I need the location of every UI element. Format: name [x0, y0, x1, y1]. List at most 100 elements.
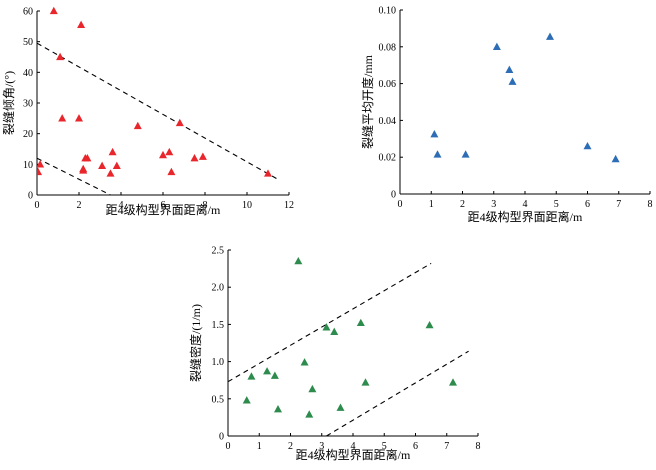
x-tick-label: 7: [444, 441, 449, 452]
data-point-triangle: [492, 42, 501, 50]
y-tick-label: 0.02: [379, 153, 397, 164]
data-point-triangle: [108, 147, 117, 156]
y-tick-label: 30: [23, 99, 33, 110]
data-point-triangle: [37, 160, 45, 168]
x-tick-label: 6: [161, 200, 166, 211]
y-tick-label: 2.5: [212, 246, 225, 257]
data-point-triangle: [198, 152, 207, 160]
data-points: [242, 256, 457, 418]
dashed-trend-line: [36, 157, 111, 196]
y-axis-label: 裂缝倾角/(°): [1, 71, 16, 135]
data-point-triangle: [112, 161, 121, 170]
data-point-triangle: [330, 327, 339, 335]
y-tick-label: 40: [23, 68, 33, 79]
data-point-triangle: [159, 150, 167, 159]
x-tick-label: 12: [284, 200, 294, 211]
data-point-triangle: [247, 372, 256, 380]
x-tick-label: 10: [242, 200, 252, 211]
x-axis-label: 距4级构型界面距离/m: [106, 202, 221, 217]
data-point-triangle: [98, 161, 107, 170]
x-tick-label: 2: [77, 200, 82, 211]
x-tick-label: 4: [119, 200, 124, 211]
x-tick-label: 6: [413, 441, 418, 452]
x-tick-label: 3: [319, 441, 324, 452]
chart-fracture-dip-angle: 0 2 4 6 8 10 12 0 10 20 30 40 50 60 距4级构型界面距离/m 裂缝倾角/(°…: [1, 7, 294, 218]
x-tick-label: 0: [226, 441, 231, 452]
data-point-triangle: [583, 141, 592, 150]
dashed-trend-line: [227, 262, 432, 383]
x-tick-label: 8: [476, 441, 481, 452]
y-axis-label: 裂缝平均开度/mm: [360, 54, 375, 149]
data-point-triangle: [336, 403, 345, 411]
x-axis-label: 距4级构型界面距离/m: [296, 447, 411, 462]
data-point-triangle: [270, 371, 279, 379]
x-tick-label: 0: [398, 199, 403, 210]
data-point-triangle: [83, 154, 92, 162]
data-point-triangle: [322, 323, 331, 331]
y-tick-label: 1.5: [212, 320, 225, 331]
data-point-triangle: [505, 65, 514, 73]
x-tick-label: 5: [382, 441, 387, 452]
x-tick-label: 2: [460, 199, 465, 210]
data-point-triangle: [79, 166, 88, 174]
x-tick-label: 2: [288, 441, 293, 452]
dashed-trend-line: [326, 350, 469, 437]
x-tick-label: 4: [523, 199, 528, 210]
x-tick-label: 1: [429, 199, 434, 210]
y-tick-label: 0.5: [212, 394, 225, 405]
y-tick-label: 0.10: [379, 6, 397, 17]
x-tick-label: 4: [351, 441, 356, 452]
data-point-triangle: [361, 378, 370, 386]
x-tick-label: 8: [203, 200, 208, 211]
y-tick-label: 0: [391, 190, 396, 201]
data-point-triangle: [77, 20, 86, 28]
data-point-triangle: [611, 154, 620, 163]
y-tick-label: 60: [23, 7, 33, 18]
data-point-triangle: [165, 147, 174, 156]
data-point-triangle: [430, 130, 439, 138]
data-point-triangle: [356, 318, 365, 327]
x-tick-label: 1: [257, 441, 262, 452]
chart-fracture-density: 0 1 2 3 4 5 6 7 8 0 0.5 1.0 1.5 2.0 2.5 距4级构型界面距离/m 裂缝密度…: [188, 246, 481, 463]
data-point-triangle: [56, 52, 65, 61]
y-tick-label: 0.04: [379, 116, 397, 127]
dashed-trend-line: [36, 42, 279, 181]
data-point-triangle: [508, 77, 517, 85]
x-axis-label: 距4级构型界面距离/m: [468, 209, 583, 224]
data-point-triangle: [264, 169, 272, 177]
y-tick-label: 2.0: [212, 283, 225, 294]
x-tick-label: 7: [616, 199, 621, 210]
data-point-triangle: [425, 320, 434, 329]
data-point-triangle: [308, 384, 317, 393]
data-points: [430, 32, 620, 163]
data-point-triangle: [546, 32, 554, 40]
y-tick-label: 0: [28, 191, 33, 202]
y-tick-label: 0.06: [379, 79, 397, 90]
y-axis-label: 裂缝密度/(1/m): [188, 304, 203, 382]
y-tick-label: 10: [23, 160, 33, 171]
y-tick-label: 0: [219, 432, 224, 443]
data-point-triangle: [133, 121, 142, 130]
data-point-triangle: [274, 405, 282, 413]
y-tick-label: 50: [23, 37, 33, 48]
y-tick-label: 0.08: [379, 42, 397, 53]
data-point-triangle: [58, 114, 67, 122]
data-point-triangle: [433, 150, 442, 158]
data-point-triangle: [305, 410, 314, 418]
data-point-triangle: [294, 256, 303, 265]
data-point-triangle: [449, 378, 457, 386]
data-point-triangle: [75, 114, 83, 122]
data-point-triangle: [190, 154, 199, 162]
chart-fracture-mean-aperture: 0 1 2 3 4 5 6 7 8 0 0.02 0.04 0.06 0.08 0.10 距4级构型界面距离/…: [360, 6, 653, 225]
data-point-triangle: [175, 118, 184, 127]
data-point-triangle: [461, 150, 470, 158]
x-tick-label: 0: [35, 200, 40, 211]
x-tick-label: 5: [554, 199, 559, 210]
data-points: [37, 6, 272, 177]
y-tick-label: 1.0: [212, 357, 225, 368]
data-point-triangle: [242, 396, 251, 404]
data-point-triangle: [300, 358, 309, 366]
x-tick-label: 3: [491, 199, 496, 210]
data-point-triangle: [263, 367, 272, 375]
